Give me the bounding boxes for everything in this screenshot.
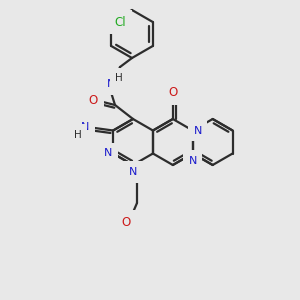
Text: N: N [104,148,112,158]
Text: N: N [107,79,115,89]
Text: O: O [122,215,130,229]
Text: N: N [194,125,202,136]
Text: Cl: Cl [114,16,126,28]
Text: N: N [129,167,137,177]
Text: O: O [88,94,98,106]
Text: H: H [74,130,82,140]
Text: O: O [168,86,178,100]
Text: N: N [189,155,197,166]
Text: H: H [115,73,123,83]
Text: N: N [81,122,89,131]
